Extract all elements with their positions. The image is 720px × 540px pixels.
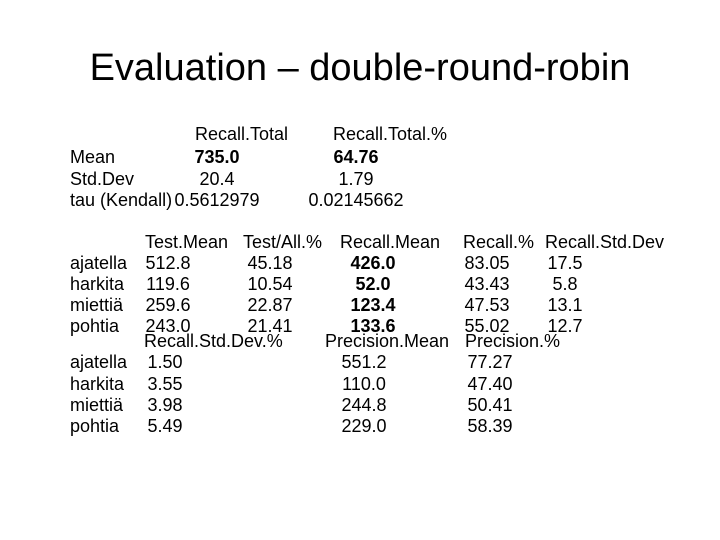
cell: 55.02 [464,316,509,336]
cell: 58.39 [467,416,512,436]
row-label: ajatella [70,352,128,372]
row-label: miettiä [70,295,124,315]
cell: 12.7 [547,316,582,336]
row-label: Std.Dev [70,169,134,189]
cell: 21.41 [247,316,292,336]
column-header: Precision.Mean [325,331,449,351]
cell: 3.98 [147,395,182,415]
row-label: pohtia [70,416,120,436]
cell: 10.54 [247,274,292,294]
cell: 52.0 [355,274,390,294]
cell: 0.5612979 [174,190,259,210]
cell: 512.8 [145,253,190,273]
column-header: Recall.Std.Dev [545,232,664,252]
cell: 133.6 [350,316,395,336]
cell: 0.02145662 [308,190,403,210]
cell: 5.8 [552,274,577,294]
cell: 426.0 [350,253,395,273]
cell: 259.6 [145,295,190,315]
column-header: Test.Mean [145,232,228,252]
cell: 50.41 [467,395,512,415]
cell: 123.4 [350,295,395,315]
row-label: harkita [70,274,125,294]
cell: 64.76 [333,147,378,167]
cell: 229.0 [341,416,386,436]
cell: 20.4 [199,169,234,189]
column-header: Recall.Total.% [333,124,447,144]
cell: 551.2 [341,352,386,372]
slide-title: Evaluation – double-round-robin [90,47,631,89]
row-label: tau (Kendall) [70,190,172,210]
cell: 77.27 [467,352,512,372]
row-label: Mean [70,147,115,167]
cell: 1.79 [338,169,373,189]
row-label: ajatella [70,253,128,273]
cell: 243.0 [145,316,190,336]
cell: 1.50 [147,352,182,372]
cell: 22.87 [247,295,292,315]
row-label: miettiä [70,395,124,415]
cell: 47.53 [464,295,509,315]
cell: 43.43 [464,274,509,294]
cell: 45.18 [247,253,292,273]
column-header: Test/All.% [243,232,322,252]
row-label: pohtia [70,316,120,336]
column-header: Precision.% [465,331,560,351]
cell: 735.0 [194,147,239,167]
column-header: Recall.Mean [340,232,440,252]
cell: 3.55 [147,374,182,394]
cell: 17.5 [547,253,582,273]
cell: 83.05 [464,253,509,273]
cell: 119.6 [146,274,190,294]
cell: 5.49 [147,416,182,436]
cell: 13.1 [547,295,582,315]
cell: 244.8 [341,395,386,415]
column-header: Recall.Total [195,124,288,144]
column-header: Recall.% [463,232,534,252]
cell: 110.0 [342,374,386,394]
cell: 47.40 [467,374,512,394]
column-header: Recall.Std.Dev.% [144,331,283,351]
row-label: harkita [70,374,125,394]
